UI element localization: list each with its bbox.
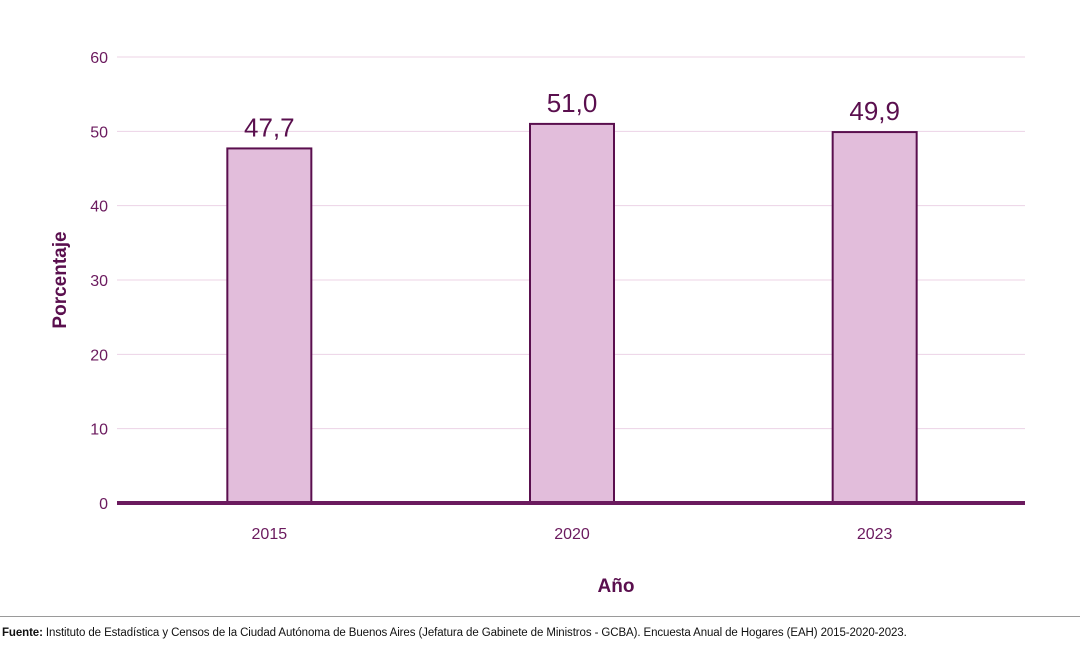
x-axis-title: Año [598, 576, 635, 597]
bar-2015 [226, 147, 313, 504]
source-divider [0, 616, 1080, 617]
x-tick-label-2023: 2023 [857, 526, 893, 543]
x-tick-label-2015: 2015 [252, 526, 288, 543]
data-labels: 47,7 51,0 49,9 [244, 88, 900, 143]
source-text: Instituto de Estadística y Censos de la … [42, 627, 907, 639]
y-tick-label-10: 10 [90, 422, 108, 439]
source-note: Fuente: Instituto de Estadística y Censo… [2, 627, 1078, 639]
data-label-2023: 49,9 [849, 96, 900, 126]
x-axis-tick-labels: 2015 2020 2023 [252, 526, 893, 543]
y-tick-label-60: 60 [90, 50, 108, 67]
bars [226, 122, 918, 505]
y-tick-label-30: 30 [90, 273, 108, 290]
y-tick-label-40: 40 [90, 199, 108, 216]
y-tick-label-20: 20 [90, 347, 108, 364]
bar-2020 [529, 122, 615, 505]
data-label-2015: 47,7 [244, 112, 295, 142]
y-axis-tick-labels: 0 10 20 30 40 50 60 [90, 50, 108, 513]
source-prefix: Fuente: [2, 627, 43, 639]
x-tick-label-2020: 2020 [554, 526, 590, 543]
data-label-2020: 51,0 [547, 88, 598, 118]
bar-2023 [831, 131, 918, 504]
y-tick-label-50: 50 [90, 124, 108, 141]
y-tick-label-0: 0 [99, 496, 108, 513]
y-axis-title: Porcentaje [50, 231, 71, 328]
